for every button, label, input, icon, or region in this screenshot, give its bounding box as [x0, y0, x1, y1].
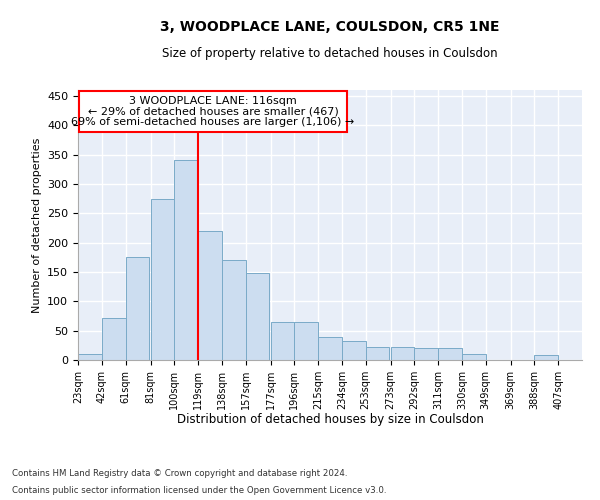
- Bar: [245, 273, 269, 360]
- Bar: [78, 354, 102, 360]
- Bar: [151, 198, 174, 360]
- Bar: [415, 348, 438, 360]
- Bar: [295, 322, 318, 360]
- Bar: [318, 336, 342, 360]
- Bar: [102, 318, 125, 360]
- Text: 3 WOODPLACE LANE: 116sqm: 3 WOODPLACE LANE: 116sqm: [129, 96, 297, 106]
- Text: Size of property relative to detached houses in Coulsdon: Size of property relative to detached ho…: [162, 48, 498, 60]
- Bar: [222, 260, 245, 360]
- Bar: [535, 356, 558, 360]
- Bar: [198, 231, 222, 360]
- Text: Distribution of detached houses by size in Coulsdon: Distribution of detached houses by size …: [176, 412, 484, 426]
- Text: 69% of semi-detached houses are larger (1,106) →: 69% of semi-detached houses are larger (…: [71, 117, 355, 127]
- Y-axis label: Number of detached properties: Number of detached properties: [32, 138, 41, 312]
- Text: Contains public sector information licensed under the Open Government Licence v3: Contains public sector information licen…: [12, 486, 386, 495]
- Text: Contains HM Land Registry data © Crown copyright and database right 2024.: Contains HM Land Registry data © Crown c…: [12, 468, 347, 477]
- Bar: [125, 258, 149, 360]
- Bar: [271, 322, 295, 360]
- FancyBboxPatch shape: [79, 91, 347, 132]
- Text: 3, WOODPLACE LANE, COULSDON, CR5 1NE: 3, WOODPLACE LANE, COULSDON, CR5 1NE: [160, 20, 500, 34]
- Text: ← 29% of detached houses are smaller (467): ← 29% of detached houses are smaller (46…: [88, 106, 338, 117]
- Bar: [438, 348, 462, 360]
- Bar: [365, 347, 389, 360]
- Bar: [462, 354, 486, 360]
- Bar: [391, 347, 415, 360]
- Bar: [174, 160, 198, 360]
- Bar: [342, 341, 365, 360]
